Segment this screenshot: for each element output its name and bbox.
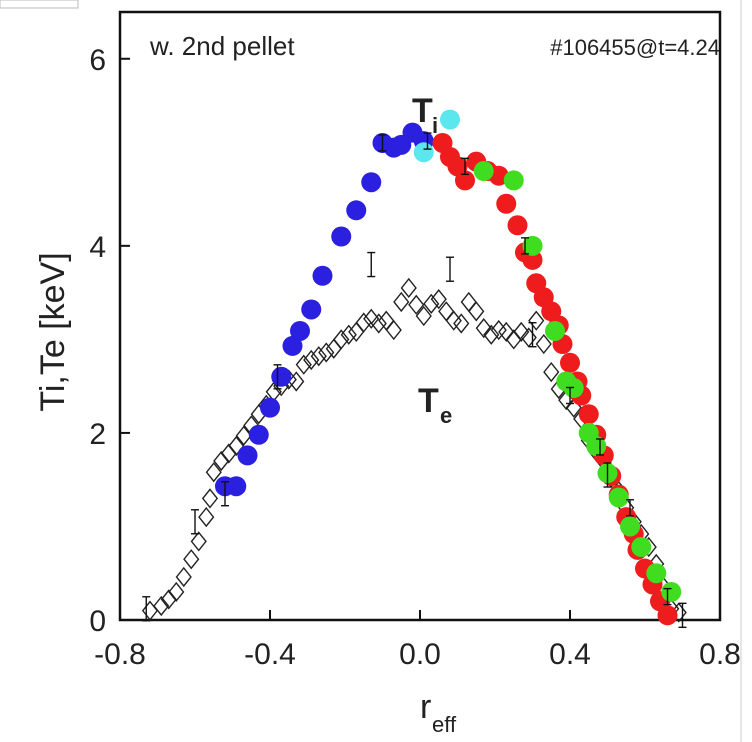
te-point	[153, 595, 170, 617]
te-point	[190, 531, 207, 552]
label-ti-main: T	[412, 92, 433, 130]
x-axis-label-sub: eff	[432, 712, 457, 737]
te-point	[505, 329, 522, 350]
ti-point-green	[620, 516, 640, 537]
te-point	[400, 277, 417, 299]
ti-point-green	[522, 235, 543, 256]
error-bars	[142, 132, 687, 629]
ti-point-blue	[271, 366, 292, 387]
label-te: T e	[418, 382, 452, 428]
te-point	[408, 294, 425, 315]
top-left-box	[0, 0, 79, 9]
te-point	[415, 305, 432, 327]
ti-point-green	[586, 436, 607, 457]
te-point	[201, 488, 219, 509]
ti-point-green	[631, 537, 652, 558]
ti-point-red	[496, 193, 517, 214]
te-point	[543, 362, 560, 383]
te-point	[363, 308, 380, 329]
ti-point-blue	[290, 320, 310, 341]
x-tick-label: 0.8	[699, 638, 741, 671]
x-tick-label: -0.8	[94, 638, 146, 671]
te-point	[535, 333, 552, 355]
ti-point-blue	[331, 226, 352, 247]
te-point	[220, 443, 237, 464]
te-point	[235, 425, 252, 446]
axes: -0.8 -0.4 0.0 0.4 0.8 0 2 4 6	[89, 44, 741, 671]
label-te-sub: e	[440, 403, 452, 428]
label-ti: T i	[412, 92, 438, 138]
te-point	[393, 291, 410, 313]
ti-point-red	[507, 215, 528, 236]
y-tick-label: 0	[89, 605, 106, 638]
ti-point-green	[661, 581, 682, 602]
ti-point-green	[545, 320, 565, 341]
te-point	[370, 313, 387, 334]
ti-point-green	[646, 563, 667, 584]
ti-point-blue	[260, 397, 280, 418]
te-point	[303, 349, 320, 371]
ti-series	[215, 109, 682, 626]
x-tick-label: 0.4	[549, 638, 591, 671]
te-point	[183, 549, 200, 570]
te-point	[475, 318, 492, 339]
te-point	[295, 354, 312, 375]
ti-point-red	[657, 605, 678, 626]
te-point	[468, 301, 485, 322]
ti-point-red	[578, 404, 599, 425]
ti-point-blue	[282, 335, 303, 356]
ti-point-red	[560, 352, 580, 373]
te-point	[168, 581, 185, 603]
y-tick-label: 2	[89, 418, 106, 451]
x-axis-label: r eff	[420, 688, 457, 737]
x-tick-label: -0.4	[244, 638, 296, 671]
ti-point-blue	[301, 299, 322, 320]
annotation-right: #106455@t=4.24	[550, 35, 720, 60]
x-tick-label: 0.0	[399, 638, 441, 671]
te-point	[160, 589, 177, 610]
te-point	[453, 313, 470, 334]
ti-point-green	[503, 170, 524, 191]
te-point	[333, 329, 350, 350]
ti-point-blue	[312, 265, 333, 286]
ti-point-cyan	[413, 142, 434, 163]
ti-point-red	[522, 249, 543, 270]
te-point	[528, 310, 545, 331]
ti-point-green	[608, 487, 629, 508]
te-point	[355, 312, 372, 333]
y-axis-label: Ti,Te [keV]	[34, 252, 72, 411]
y-tick-label: 4	[89, 231, 106, 264]
te-point	[385, 319, 402, 341]
te-point	[198, 506, 215, 528]
te-point	[310, 346, 327, 367]
te-point	[430, 289, 447, 310]
x-axis-label-main: r	[420, 688, 431, 726]
te-point	[288, 371, 305, 392]
te-point	[340, 324, 357, 345]
te-point	[213, 450, 230, 472]
label-ti-sub: i	[432, 113, 438, 138]
ti-point-blue	[361, 172, 382, 193]
ti-point-green	[473, 161, 494, 182]
te-point	[498, 321, 515, 343]
te-point	[175, 566, 192, 588]
te-point	[513, 321, 530, 343]
annotation-left: w. 2nd pellet	[149, 31, 295, 61]
y-tick-label: 6	[89, 44, 106, 77]
ti-point-blue	[237, 445, 258, 466]
ti-point-red	[455, 170, 475, 191]
ti-point-red	[488, 165, 509, 186]
te-point	[483, 324, 500, 345]
ti-point-cyan	[440, 109, 460, 130]
te-point	[228, 435, 245, 457]
ti-point-blue	[248, 424, 269, 445]
ti-point-blue	[346, 200, 367, 221]
te-point	[423, 293, 440, 314]
te-point	[318, 342, 335, 363]
ti-point-blue	[226, 476, 247, 497]
label-te-main: T	[418, 382, 439, 420]
te-point	[205, 462, 222, 483]
